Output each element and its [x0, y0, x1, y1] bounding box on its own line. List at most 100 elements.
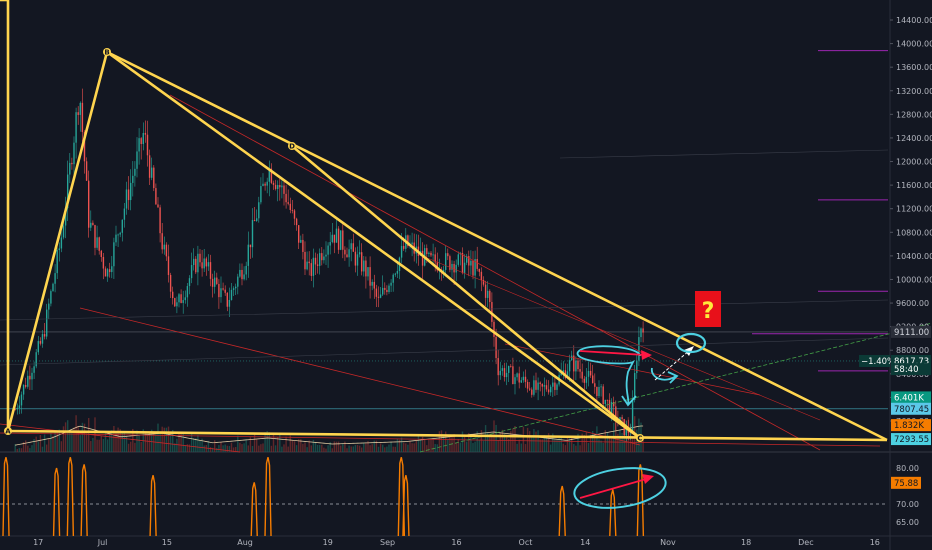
candle-up: [486, 290, 489, 298]
indicator-spike: [558, 485, 566, 537]
volume-bar: [64, 422, 67, 452]
red-trendline[interactable]: [0, 432, 881, 447]
grey-trendline[interactable]: [0, 337, 889, 366]
volume-bar: [329, 442, 331, 452]
candle-down: [594, 383, 596, 387]
candle-down: [510, 365, 512, 367]
indicator-spike: [636, 464, 645, 537]
pattern-base-line[interactable]: [7, 429, 888, 442]
trend-lines[interactable]: [0, 94, 932, 453]
candle-down: [539, 382, 541, 384]
volume-bar: [144, 431, 147, 452]
volume-bar: [96, 439, 98, 452]
candle-up: [329, 242, 331, 246]
pattern-point-a[interactable]: [4, 427, 12, 435]
annotations[interactable]: ?: [577, 291, 721, 407]
red-trendline[interactable]: [0, 423, 241, 453]
y-tick-label: 11600.00: [896, 181, 932, 190]
volume-bar: [608, 437, 611, 452]
red-trendline[interactable]: [419, 254, 821, 421]
volume-bar: [331, 448, 333, 452]
volume-bar: [436, 444, 438, 452]
y-tick-label: 9600.00: [896, 299, 929, 308]
y-tick-label: 13200.00: [896, 87, 932, 96]
red-trendline[interactable]: [169, 94, 821, 451]
candle-up: [56, 250, 58, 274]
volume-bar: [342, 443, 344, 452]
candle-up: [163, 244, 165, 250]
grey-trendline[interactable]: [0, 299, 889, 321]
volume-bar: [249, 437, 252, 452]
breakout-ellipse[interactable]: [675, 332, 707, 354]
price-tag-bg: [891, 419, 931, 432]
volume-bar: [470, 433, 472, 452]
volume-bar: [100, 435, 102, 452]
volume-bar: [426, 445, 428, 452]
volume-bar: [516, 443, 518, 452]
red-arrow-line[interactable]: [579, 350, 646, 356]
volume-bar: [45, 444, 48, 452]
pattern-point-b[interactable]: [103, 48, 111, 56]
candle-up: [22, 384, 25, 395]
volume-bar: [113, 425, 115, 452]
volume-bar: [262, 443, 264, 452]
candle-down: [621, 417, 623, 420]
candle-down: [642, 328, 644, 333]
candle-up: [348, 249, 350, 258]
pattern-point-d[interactable]: [288, 142, 296, 150]
volume-bar: [522, 426, 525, 452]
indicator-value-tag: 75.88: [894, 479, 918, 489]
candle-down: [476, 259, 478, 269]
candle-down: [92, 222, 94, 226]
abcd-pattern[interactable]: A B D C: [0, 0, 888, 443]
candle-down: [39, 341, 42, 344]
volume-bar: [468, 432, 470, 452]
candle-down: [249, 244, 252, 248]
cyan-hook-stroke[interactable]: [651, 367, 679, 384]
volume-bar: [258, 445, 260, 452]
volume-bar: [90, 441, 92, 452]
question-callout[interactable]: [695, 291, 721, 327]
candle-up: [575, 360, 577, 372]
indicator-red-arrow: [579, 478, 647, 499]
projection-arrow[interactable]: [654, 349, 691, 381]
candle-up: [52, 283, 54, 292]
green-trendline[interactable]: [419, 322, 932, 453]
volume-bar: [251, 445, 254, 452]
candle-up: [638, 337, 640, 361]
red-trendline[interactable]: [79, 307, 641, 446]
pattern-point-c[interactable]: [636, 434, 644, 442]
volume-bar: [318, 445, 321, 452]
candle-up: [220, 288, 222, 298]
cyan-highlight-stroke[interactable]: [577, 345, 641, 407]
volume-bar: [377, 446, 380, 452]
red-trendline[interactable]: [504, 343, 761, 396]
volume-bar: [77, 426, 79, 452]
candle-up: [27, 375, 29, 387]
volume-bar: [455, 442, 457, 452]
candle-down: [577, 360, 579, 370]
volume-bar: [199, 440, 201, 452]
volume-bar: [486, 432, 489, 452]
volume-bar: [476, 431, 478, 452]
volume-bar: [283, 444, 285, 452]
volume-bar: [369, 445, 371, 452]
candle-up: [239, 269, 241, 277]
volume-bar: [642, 439, 644, 452]
volume-bar: [195, 438, 197, 452]
volume-bar: [577, 433, 579, 452]
pattern-leg-bc[interactable]: [106, 50, 641, 440]
grey-trendline[interactable]: [559, 149, 889, 159]
candle-down: [146, 134, 149, 156]
pattern-upper-trendline[interactable]: [106, 50, 888, 442]
pattern-leg-dc[interactable]: [291, 145, 641, 439]
x-tick-label: Nov: [660, 538, 676, 547]
volume-bar: [260, 444, 262, 452]
time-axis[interactable]: 17 Jul 15 Aug 19 Sep 16 Oct 14 Nov 18 Dec 16: [33, 538, 880, 547]
volume-bar: [60, 441, 63, 452]
candle-up: [631, 400, 634, 432]
candle-up: [306, 261, 308, 270]
candle-up: [232, 288, 235, 290]
candle-down: [289, 203, 291, 210]
